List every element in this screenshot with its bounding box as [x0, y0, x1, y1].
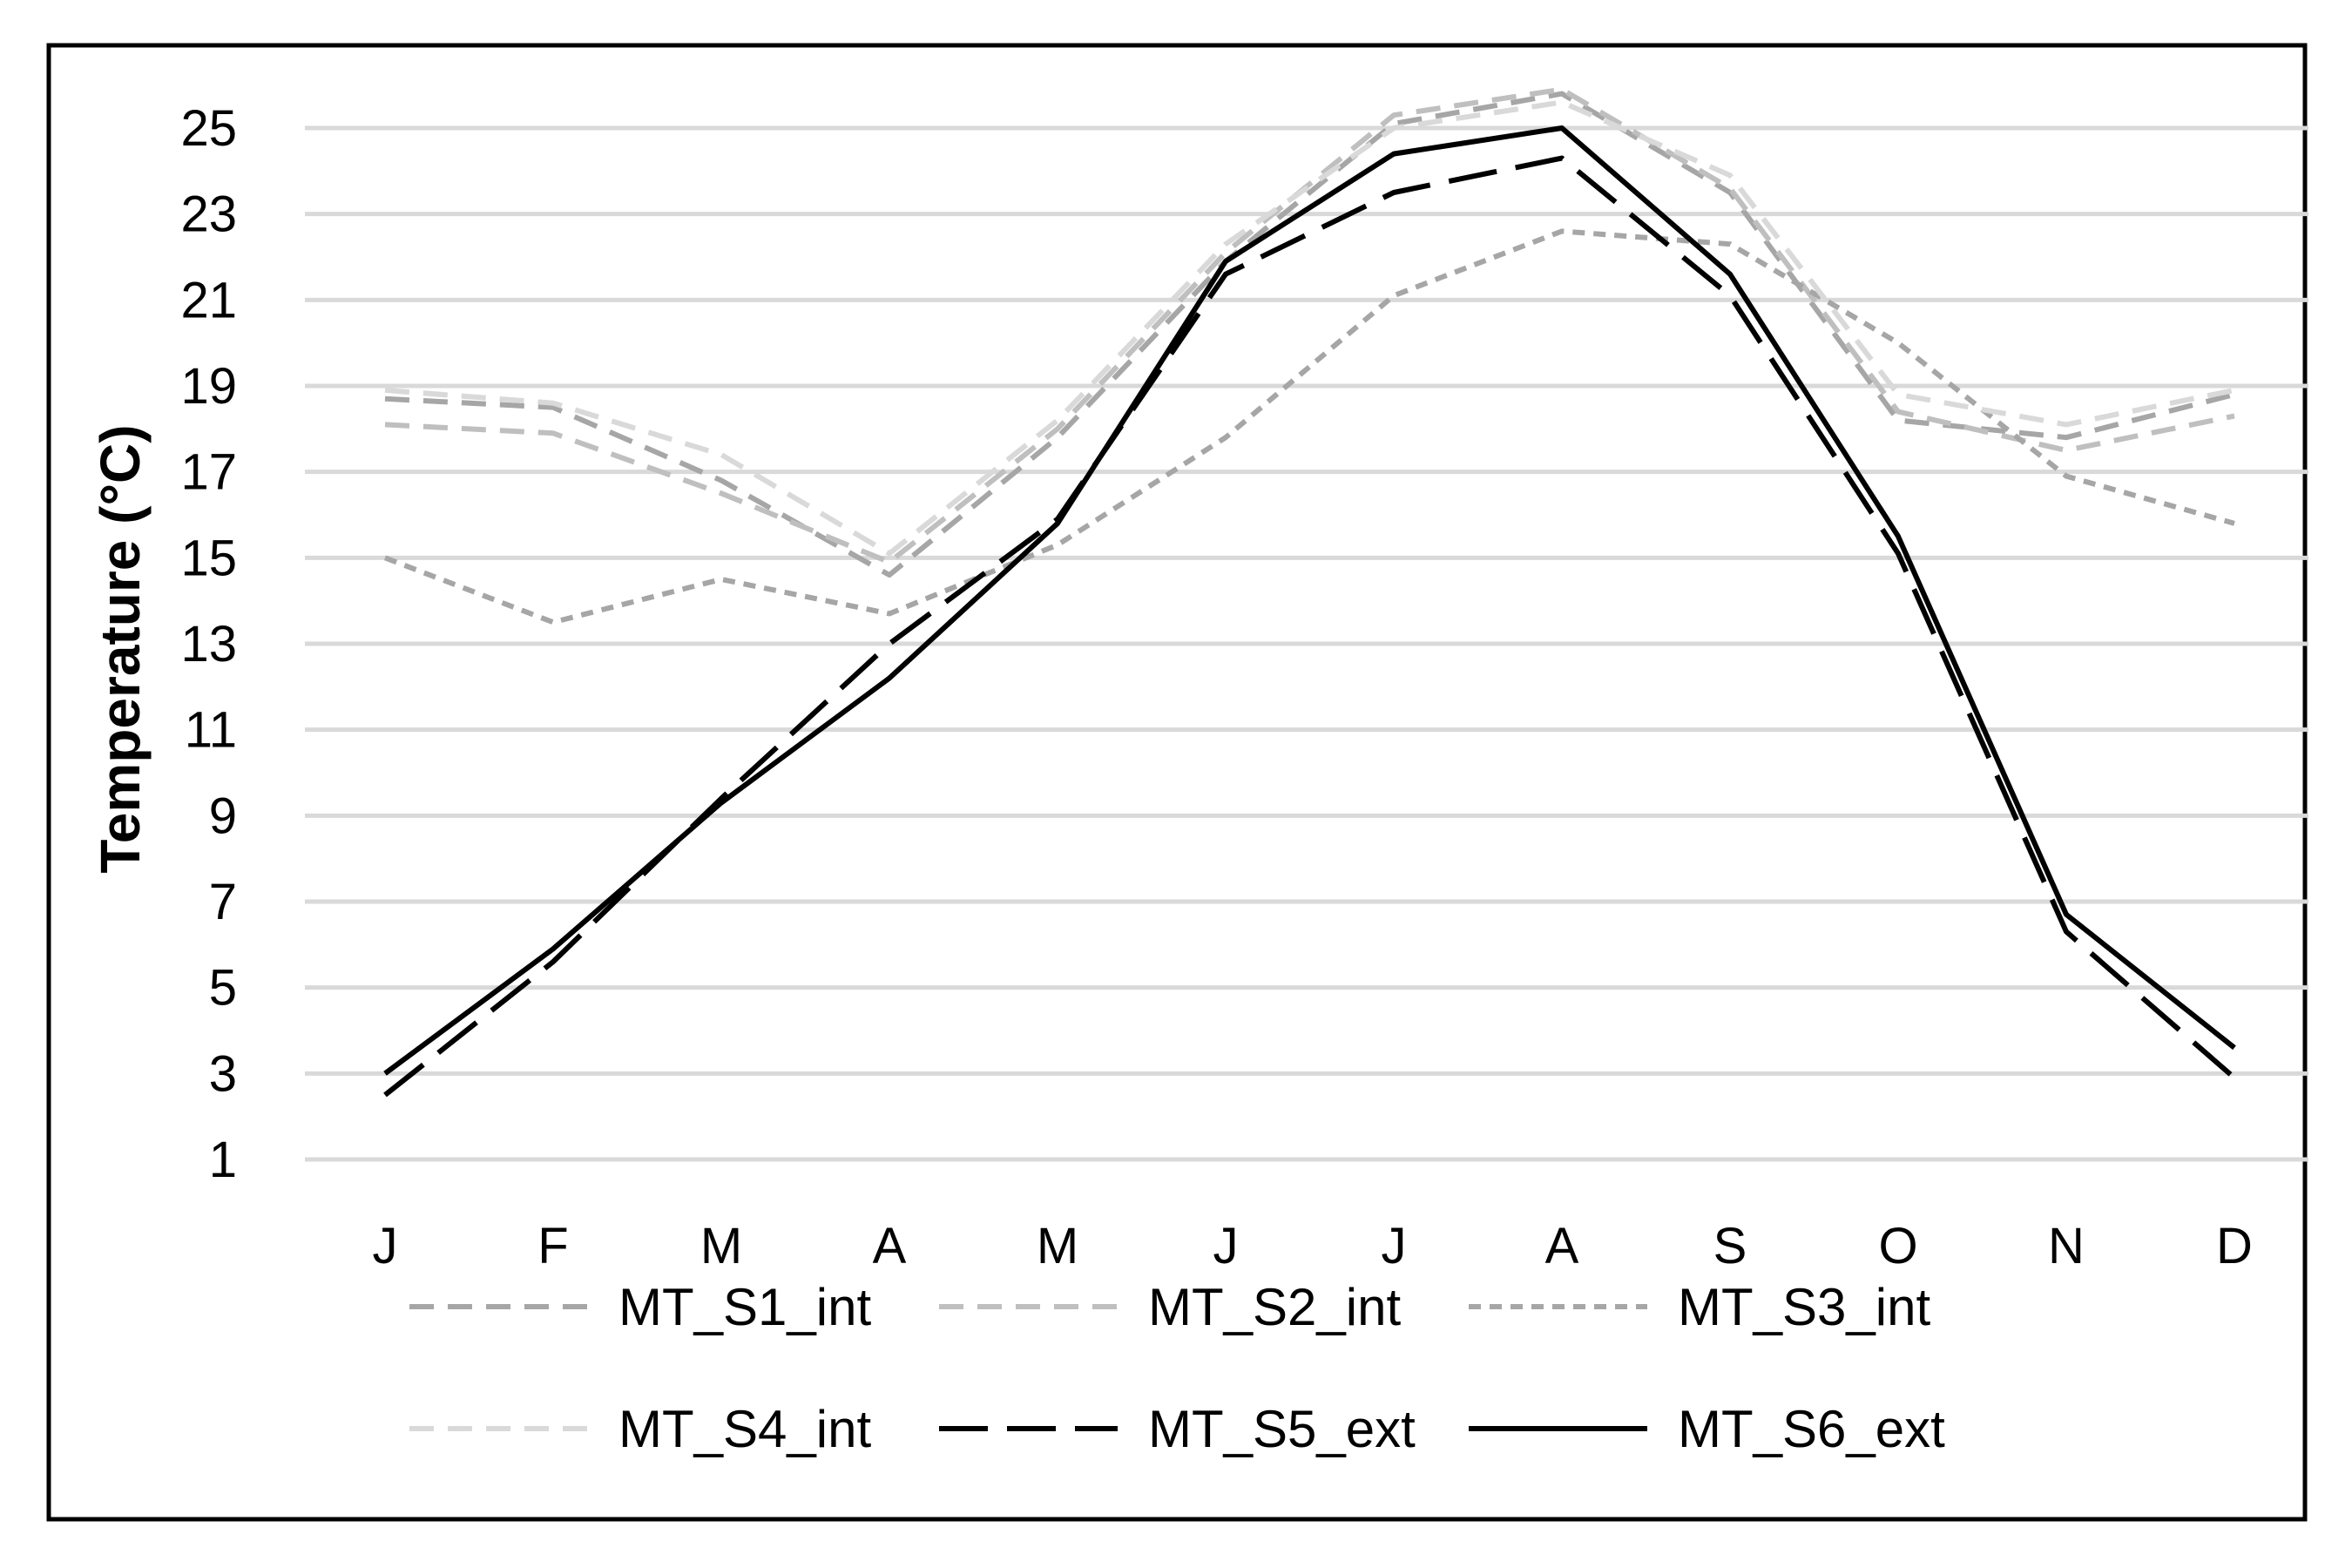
x-tick-label: A: [1545, 1218, 1579, 1274]
y-tick-label: 7: [209, 874, 237, 930]
y-tick-label: 23: [180, 186, 237, 243]
y-tick-label: 17: [180, 444, 237, 501]
y-tick-label: 25: [180, 100, 237, 157]
y-axis-label: Temperature (°C): [89, 424, 152, 873]
x-tick-label: A: [873, 1218, 907, 1274]
x-tick-label: M: [700, 1218, 742, 1274]
y-tick-label: 11: [185, 702, 237, 759]
legend-label: MT_S4_int: [618, 1400, 871, 1458]
x-tick-label: J: [1382, 1218, 1407, 1274]
x-tick-label: D: [2216, 1218, 2253, 1274]
x-tick-label: O: [1878, 1218, 1917, 1274]
x-tick-label: M: [1037, 1218, 1078, 1274]
y-tick-label: 19: [180, 358, 237, 415]
legend-label: MT_S3_int: [1678, 1278, 1930, 1336]
series-line-mt-s6-ext: [383, 125, 2236, 1076]
y-tick-label: 5: [209, 960, 237, 1017]
x-tick-label: J: [1213, 1218, 1239, 1274]
y-tick-label: 15: [180, 530, 237, 586]
series-line-mt-s1-int: [384, 91, 2235, 578]
legend-label: MT_S6_ext: [1678, 1400, 1945, 1458]
x-tick-label: F: [537, 1218, 568, 1274]
legend: MT_S1_int MT_S2_int MT_S3_int MT_S4_int MT_S…: [409, 1278, 1945, 1458]
series-line-mt-s3-int: [383, 228, 2235, 625]
chart-border: [46, 43, 2308, 1522]
x-tick-label: S: [1713, 1218, 1747, 1274]
series-line-mt-s4-int: [384, 99, 2235, 557]
x-tick-label: N: [2048, 1218, 2085, 1274]
y-tick-label: 1: [209, 1132, 237, 1188]
y-tick-label: 3: [209, 1045, 237, 1102]
series-lines: [383, 86, 2236, 1098]
legend-label: MT_S2_int: [1148, 1278, 1401, 1336]
y-tick-label: 13: [180, 616, 237, 672]
series-line-mt-s2-int: [384, 86, 2235, 565]
y-tick-label: 21: [180, 272, 237, 328]
legend-label: MT_S1_int: [618, 1278, 871, 1336]
x-tick-label: J: [373, 1218, 398, 1274]
legend-label: MT_S5_ext: [1148, 1400, 1416, 1458]
y-tick-label: 9: [209, 787, 237, 844]
